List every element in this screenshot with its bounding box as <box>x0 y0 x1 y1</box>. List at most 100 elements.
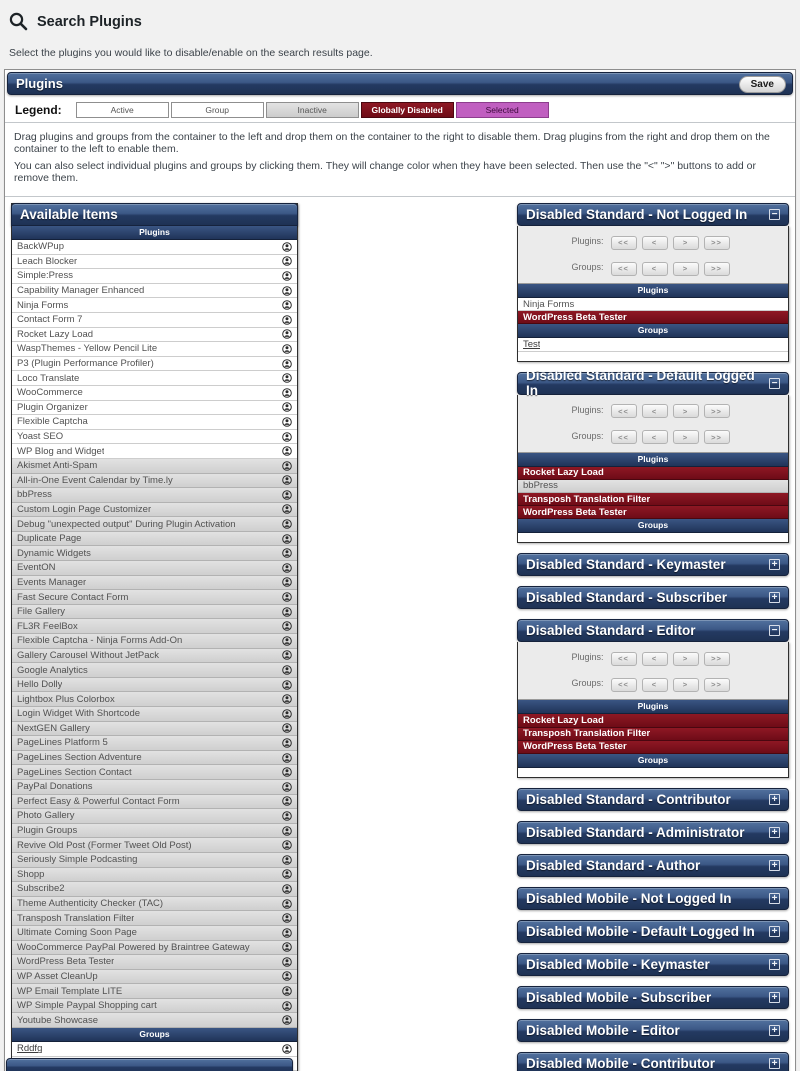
plugin-row[interactable]: Capability Manager Enhanced <box>12 283 297 299</box>
user-icon[interactable] <box>282 460 292 471</box>
move-button[interactable]: < <box>641 404 668 419</box>
plugin-row[interactable]: BackWPup <box>12 240 297 255</box>
user-icon[interactable] <box>282 606 292 617</box>
user-icon[interactable] <box>282 504 292 515</box>
user-icon[interactable] <box>282 592 292 602</box>
move-button[interactable]: < <box>641 430 668 445</box>
user-icon[interactable] <box>282 1000 292 1011</box>
user-icon[interactable] <box>282 927 292 938</box>
user-icon[interactable] <box>282 942 292 953</box>
plugin-row[interactable]: WP Email Template LITE <box>12 984 297 999</box>
plugin-row[interactable]: WaspThemes - Yellow Pencil Lite <box>12 342 297 357</box>
plugin-row[interactable]: Google Analytics <box>12 663 297 678</box>
panel-toggle-icon[interactable]: + <box>769 859 780 871</box>
move-button[interactable]: > <box>672 404 699 419</box>
user-icon[interactable] <box>282 519 292 529</box>
move-button[interactable]: << <box>610 430 637 445</box>
plugin-row[interactable]: Dynamic Widgets <box>12 546 297 562</box>
user-icon[interactable] <box>282 825 292 836</box>
user-icon[interactable] <box>282 694 292 705</box>
plugin-row[interactable]: Shopp <box>12 867 297 883</box>
user-icon[interactable] <box>282 796 292 807</box>
user-icon[interactable] <box>282 708 292 719</box>
user-icon[interactable] <box>282 533 292 544</box>
user-icon[interactable] <box>282 636 292 646</box>
user-icon[interactable] <box>282 446 292 456</box>
move-button[interactable]: << <box>610 261 637 276</box>
role-panel-header[interactable]: Disabled Mobile - Default Logged In + <box>517 919 789 943</box>
user-icon[interactable] <box>282 752 292 763</box>
move-button[interactable]: > <box>672 430 699 445</box>
user-icon[interactable] <box>282 490 292 500</box>
plugin-row[interactable]: WordPress Beta Tester <box>518 311 788 325</box>
user-icon[interactable] <box>282 285 292 296</box>
user-icon[interactable] <box>282 665 292 675</box>
role-panel-header[interactable]: Disabled Standard - Not Logged In − <box>517 203 789 226</box>
move-button[interactable]: >> <box>703 235 730 250</box>
plugin-row[interactable]: Debug "unexpected output" During Plugin … <box>12 517 297 532</box>
panel-toggle-icon[interactable]: + <box>769 925 780 937</box>
plugin-row[interactable]: FL3R FeelBox <box>12 619 297 635</box>
plugin-row[interactable]: WooCommerce PayPal Powered by Braintree … <box>12 940 297 956</box>
plugin-row[interactable]: WordPress Beta Tester <box>518 740 788 754</box>
plugin-row[interactable]: Plugin Organizer <box>12 400 297 416</box>
panel-toggle-icon[interactable]: + <box>769 793 780 805</box>
user-icon[interactable] <box>282 241 292 252</box>
plugin-row[interactable]: Fast Secure Contact Form <box>12 590 297 605</box>
plugin-row[interactable]: P3 (Plugin Performance Profiler) <box>12 356 297 372</box>
plugin-row[interactable]: Hello Dolly <box>12 677 297 693</box>
panel-toggle-icon[interactable]: + <box>769 1057 780 1069</box>
user-icon[interactable] <box>282 256 292 267</box>
user-icon[interactable] <box>282 869 292 880</box>
user-icon[interactable] <box>282 402 292 413</box>
role-panel-header[interactable]: Disabled Standard - Keymaster + <box>517 553 789 577</box>
move-button[interactable]: << <box>610 235 637 250</box>
plugin-row[interactable]: WordPress Beta Tester <box>518 506 788 520</box>
move-button[interactable]: < <box>641 677 668 692</box>
plugin-row[interactable]: WooCommerce <box>12 385 297 401</box>
role-panel-header[interactable]: Disabled Standard - Author + <box>517 853 789 877</box>
user-icon[interactable] <box>282 621 292 632</box>
user-icon[interactable] <box>282 913 292 923</box>
plugin-row[interactable]: WP Simple Paypal Shopping cart <box>12 998 297 1014</box>
plugin-row[interactable]: Akismet Anti-Spam <box>12 458 297 474</box>
plugin-row[interactable]: Rocket Lazy Load <box>518 466 788 480</box>
plugin-row[interactable]: Flexible Captcha - Ninja Forms Add-On <box>12 634 297 649</box>
plugin-row[interactable]: PayPal Donations <box>12 779 297 795</box>
role-panel-header[interactable]: Disabled Mobile - Keymaster + <box>517 952 789 976</box>
role-panel-header[interactable]: Disabled Mobile - Not Logged In + <box>517 886 789 910</box>
plugin-row[interactable]: NextGEN Gallery <box>12 721 297 737</box>
panel-toggle-icon[interactable]: + <box>769 559 780 571</box>
move-button[interactable]: << <box>610 677 637 692</box>
plugin-row[interactable]: All-in-One Event Calendar by Time.ly <box>12 473 297 489</box>
plugin-row[interactable]: Youtube Showcase <box>12 1013 297 1029</box>
panel-toggle-icon[interactable]: − <box>769 377 780 389</box>
move-button[interactable]: << <box>610 651 637 666</box>
panel-toggle-icon[interactable]: + <box>769 958 780 970</box>
plugin-row[interactable]: Plugin Groups <box>12 823 297 839</box>
move-button[interactable]: < <box>641 235 668 250</box>
user-icon[interactable] <box>282 811 292 821</box>
user-icon[interactable] <box>282 329 292 340</box>
user-icon[interactable] <box>282 475 292 486</box>
user-icon[interactable] <box>282 781 292 792</box>
move-button[interactable]: << <box>610 404 637 419</box>
save-button[interactable]: Save <box>738 76 786 93</box>
user-icon[interactable] <box>282 884 292 894</box>
plugin-row[interactable]: PageLines Section Adventure <box>12 750 297 766</box>
role-panel-header[interactable]: Disabled Standard - Default Logged In − <box>517 368 789 398</box>
group-row[interactable]: Test <box>518 338 788 352</box>
plugin-row[interactable]: Gallery Carousel Without JetPack <box>12 648 297 664</box>
plugin-row[interactable]: WordPress Beta Tester <box>12 955 297 970</box>
role-panel-header[interactable]: Disabled Mobile - Contributor + <box>517 1051 789 1071</box>
panel-toggle-icon[interactable]: + <box>769 826 780 838</box>
plugin-row[interactable]: Custom Login Page Customizer <box>12 502 297 518</box>
plugin-row[interactable]: WP Asset CleanUp <box>12 969 297 985</box>
user-icon[interactable] <box>282 314 292 325</box>
plugin-row[interactable]: bbPress <box>12 488 297 503</box>
plugin-row[interactable]: Rocket Lazy Load <box>518 714 788 728</box>
move-button[interactable]: > <box>672 261 699 276</box>
move-button[interactable]: > <box>672 235 699 250</box>
plugin-row[interactable]: Lightbox Plus Colorbox <box>12 692 297 707</box>
role-panel-header[interactable]: Disabled Standard - Subscriber + <box>517 586 789 610</box>
